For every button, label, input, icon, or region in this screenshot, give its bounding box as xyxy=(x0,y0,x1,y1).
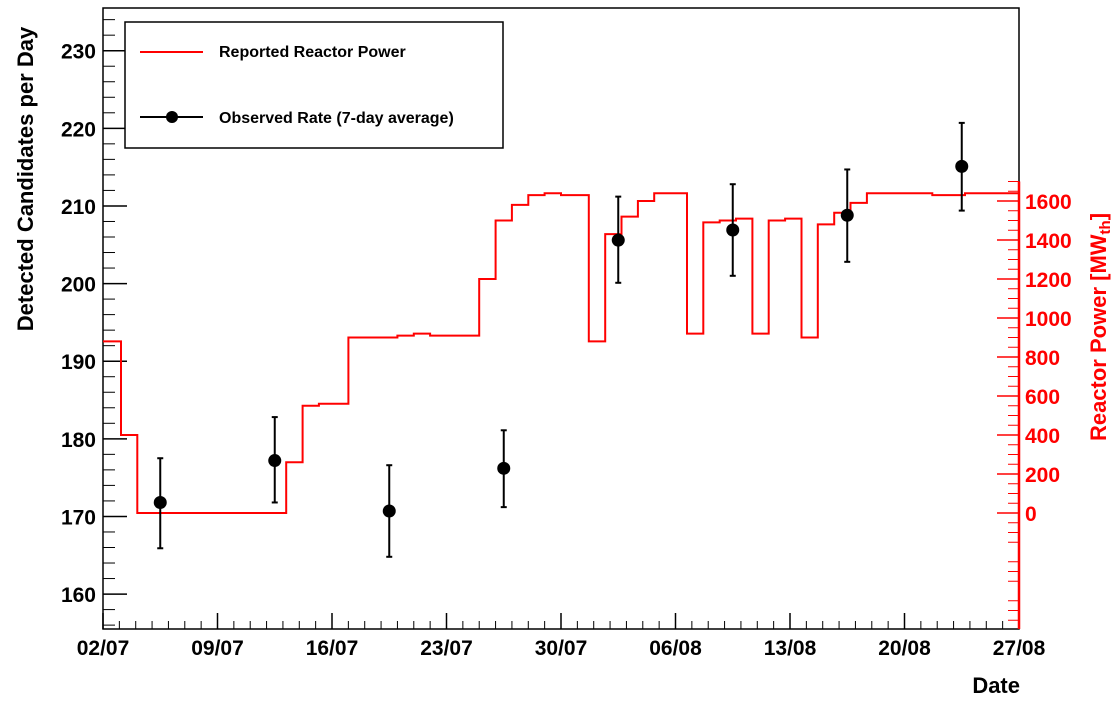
legend-rate-marker xyxy=(166,111,178,123)
series-observed-rate xyxy=(153,121,969,558)
y2-tick-label: 1600 xyxy=(1025,191,1072,214)
y2-axis-title-sub: th xyxy=(1097,220,1114,234)
legend: Reported Reactor Power Observed Rate (7-… xyxy=(124,21,504,149)
y2-tick-label: 800 xyxy=(1025,347,1060,370)
rate-point xyxy=(382,504,396,518)
y2-tick-label: 600 xyxy=(1025,386,1060,409)
y2-axis-title: Reactor Power [MWth] xyxy=(1086,213,1114,441)
x-tick-label: 30/07 xyxy=(535,637,588,660)
x-tick-label: 16/07 xyxy=(306,637,359,660)
rate-point xyxy=(840,208,854,222)
y2-axis-title-end: ] xyxy=(1086,213,1111,220)
y2-tick-label: 1200 xyxy=(1025,269,1072,292)
x-tick-label: 06/08 xyxy=(649,637,702,660)
y-axis-left: 160 170 180 190 200 210 220 230 xyxy=(61,19,127,626)
x-tick-label: 02/07 xyxy=(77,637,130,660)
rate-point xyxy=(153,495,167,509)
y-tick-label: 160 xyxy=(61,584,96,607)
y-tick-label: 170 xyxy=(61,506,96,529)
y-tick-label: 180 xyxy=(61,429,96,452)
rate-point xyxy=(497,461,511,475)
y-tick-label: 220 xyxy=(61,118,96,141)
y2-axis-title-main: Reactor Power [MW xyxy=(1086,234,1111,441)
x-axis-title: Date xyxy=(972,673,1020,698)
y-tick-label: 230 xyxy=(61,41,96,64)
legend-power-label: Reported Reactor Power xyxy=(219,44,406,61)
y2-tick-label: 1400 xyxy=(1025,230,1072,253)
y-axis-right: 0 200 400 600 800 1000 1200 1400 1600 xyxy=(997,181,1072,621)
legend-rate-label: Observed Rate (7-day average) xyxy=(219,110,454,127)
x-tick-label: 23/07 xyxy=(420,637,473,660)
x-axis: 02/07 09/07 16/07 23/07 30/07 06/08 13/08 20/08… xyxy=(77,613,1046,660)
series-reactor-power-line xyxy=(103,192,1019,514)
y-axis-title: Detected Candidates per Day xyxy=(13,26,38,331)
x-tick-label: 09/07 xyxy=(191,637,244,660)
x-tick-label: 27/08 xyxy=(993,637,1046,660)
x-tick-label: 13/08 xyxy=(764,637,817,660)
y-tick-label: 200 xyxy=(61,274,96,297)
rate-point xyxy=(726,223,740,237)
y2-tick-label: 0 xyxy=(1025,503,1037,526)
legend-box xyxy=(124,21,504,149)
rate-point xyxy=(611,233,625,247)
y2-tick-label: 400 xyxy=(1025,425,1060,448)
x-tick-label: 20/08 xyxy=(878,637,931,660)
rate-point xyxy=(955,159,969,173)
y2-tick-label: 200 xyxy=(1025,464,1060,487)
y2-tick-label: 1000 xyxy=(1025,308,1072,331)
rate-point xyxy=(268,454,282,468)
y-tick-label: 210 xyxy=(61,196,96,219)
y-tick-label: 190 xyxy=(61,351,96,374)
